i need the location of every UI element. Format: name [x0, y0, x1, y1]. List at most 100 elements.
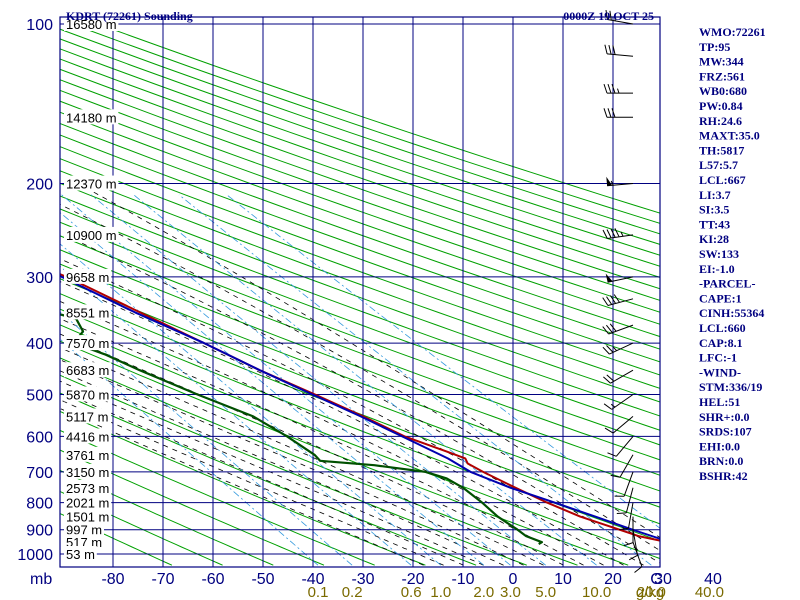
- wind-barb-flag: [603, 376, 611, 384]
- temperature-tick-label: 20: [604, 571, 622, 588]
- wind-barb-flag: [607, 108, 612, 118]
- height-label: 8551 m: [66, 305, 109, 320]
- wind-barb: [610, 454, 634, 478]
- height-label-bg: [64, 268, 112, 284]
- height-label: 3150 m: [66, 465, 109, 480]
- temperature-tick-label: 0: [509, 571, 518, 588]
- dry-adiabat-line: [60, 293, 660, 525]
- wind-barb-flag: [619, 527, 629, 531]
- sounding-time: 0000Z 19 OCT 25: [563, 9, 654, 23]
- temperature-tick-label: 10: [554, 571, 572, 588]
- pressure-tick-label: 100: [26, 17, 53, 34]
- index-panel: WMO:72261TP:95MW:344FRZ:561WB0:680PW:0.8…: [699, 25, 766, 483]
- wind-barb: [623, 516, 634, 547]
- index-value: PW:0.84: [699, 99, 743, 113]
- mixing-ratio-label: 5.0: [535, 584, 556, 600]
- height-label-bg: [64, 494, 112, 510]
- dry-adiabat-line: [60, 146, 660, 363]
- height-label-bg: [64, 226, 119, 242]
- mixing-ratio-line: [60, 338, 319, 566]
- wind-barb-flag: [613, 294, 620, 303]
- wind-barb-pennant: [606, 176, 613, 186]
- height-label: 5117 m: [66, 409, 108, 424]
- height-label-bg: [64, 109, 119, 125]
- index-value: KI:28: [699, 232, 729, 246]
- wind-barb-staff: [607, 298, 634, 306]
- dry-adiabat-line: [60, 158, 660, 376]
- dry-adiabat-line: [60, 410, 426, 566]
- index-value: LFC:-1: [699, 351, 737, 365]
- dry-adiabat-line: [60, 249, 660, 476]
- height-label: 12370 m: [66, 177, 117, 192]
- temperature-tick-label: -30: [351, 571, 374, 588]
- wind-barb-staff: [610, 369, 634, 384]
- wind-barb-staff: [619, 454, 634, 478]
- plot-frame: [59, 16, 661, 568]
- height-label-bg: [64, 16, 119, 31]
- pressure-tick-label: 900: [26, 523, 53, 540]
- wind-barb: [602, 294, 634, 306]
- index-value: SW:133: [699, 247, 739, 261]
- index-value: EHI:0.0: [699, 439, 740, 453]
- wind-barb-staff: [609, 342, 634, 355]
- moist-adiabat-line: [60, 370, 504, 566]
- height-label: 6683 m: [66, 363, 109, 378]
- height-label: 10900 m: [66, 228, 117, 243]
- index-value: BSHR:42: [699, 469, 748, 483]
- index-value: TT:43: [699, 217, 730, 231]
- pressure-tick-label: 400: [26, 336, 53, 353]
- index-value: -PARCEL-: [699, 277, 755, 291]
- mixing-ratio-line: [90, 194, 546, 566]
- mixing-ratio-label: 10.0: [582, 584, 611, 600]
- index-value: HEL:51: [699, 395, 740, 409]
- wind-barb-flag: [608, 44, 612, 55]
- wind-barb: [603, 369, 634, 384]
- wind-barb-staff: [625, 487, 634, 514]
- index-value: WB0:680: [699, 84, 747, 98]
- height-label: 2021 m: [66, 496, 109, 511]
- wind-barb-flag: [602, 297, 609, 306]
- mixing-ratio-label: 3.0: [500, 584, 521, 600]
- height-label: 3761 m: [66, 448, 109, 463]
- wind-barb-flag: [607, 83, 612, 94]
- index-value: MAXT:35.0: [699, 129, 760, 143]
- temperature-tick-label: -80: [101, 571, 124, 588]
- dry-adiabat-line: [60, 340, 629, 566]
- mixing-ratio-line: [133, 194, 597, 566]
- dry-adiabat-line: [60, 263, 660, 492]
- height-label: 9658 m: [66, 270, 109, 285]
- wind-barb-flag: [623, 542, 634, 547]
- dry-adiabat-line: [60, 68, 660, 278]
- pressure-tick-label: 800: [26, 496, 53, 513]
- wind-barb-flag: [602, 229, 608, 239]
- mixing-ratio-label: 0.1: [308, 584, 329, 600]
- index-value: LCL:667: [699, 173, 746, 187]
- wind-barb-flag: [603, 108, 608, 118]
- wind-barb-staff: [611, 394, 634, 410]
- index-value: STM:336/19: [699, 380, 762, 394]
- wind-barb: [606, 176, 634, 187]
- wind-barb-flag: [634, 566, 643, 573]
- dry-adiabat-line: [60, 469, 274, 566]
- dry-adiabat-line: [60, 235, 660, 461]
- index-value: CAP:8.1: [699, 336, 743, 350]
- dry-adiabat-line: [60, 490, 223, 566]
- pressure-tick-label: 700: [26, 465, 53, 482]
- wind-barb-flag: [609, 323, 617, 332]
- moist-adiabat-line: [60, 380, 484, 566]
- temperature-tick-label: 30: [654, 571, 672, 588]
- dry-adiabat-line: [60, 357, 578, 566]
- height-label-bg: [64, 428, 112, 444]
- wind-barb-flag: [611, 108, 616, 118]
- temperature-unit-label: C: [650, 571, 662, 588]
- pressure-unit-label: mb: [30, 571, 52, 588]
- pressure-tick-label: 600: [26, 429, 53, 446]
- wind-barb-flag: [628, 554, 638, 561]
- index-value: RH:24.6: [699, 114, 742, 128]
- index-value: CINH:55364: [699, 306, 764, 320]
- mixing-ratio-line: [178, 194, 652, 566]
- wind-barb: [602, 228, 634, 239]
- height-label-bg: [64, 463, 112, 479]
- wind-barb-staff: [607, 19, 634, 25]
